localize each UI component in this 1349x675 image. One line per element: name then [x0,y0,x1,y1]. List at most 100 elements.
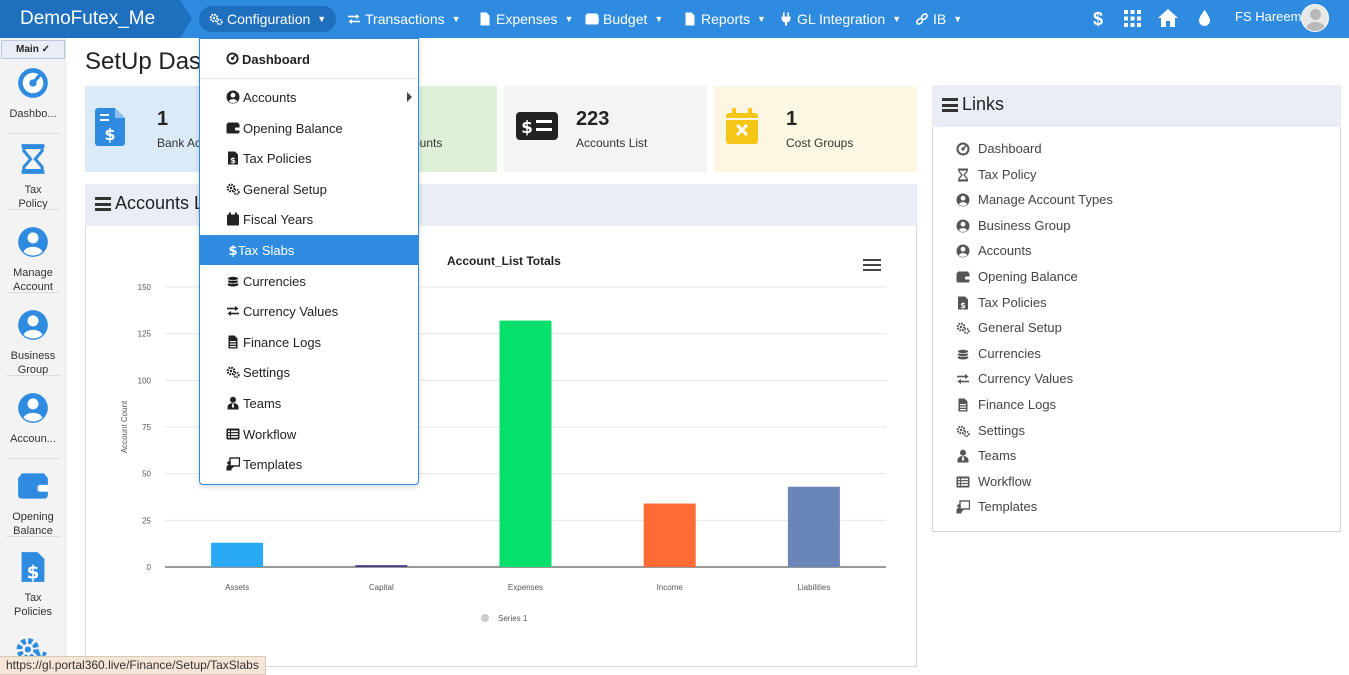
dropdown-item-tax-slabs[interactable]: $ Tax Slabs [200,235,418,265]
dollar-icon[interactable]: $ [1093,9,1104,29]
stat-value: 1 [786,108,798,130]
file-icon [683,12,697,26]
exchange-icon [956,372,970,386]
file-invoice-dollar-icon: $ [0,551,66,587]
avatar[interactable] [1301,4,1329,32]
cogs-icon [956,321,970,335]
y-tick-label: 50 [142,470,151,479]
dropdown-item-label: Opening Balance [243,120,343,136]
dropdown-item-dashboard[interactable]: Dashboard [200,39,418,79]
coins-icon [956,347,970,361]
chart-menu-icon[interactable] [863,259,881,273]
link-label: Business Group [978,217,1071,233]
nav-gl-integration[interactable]: GL Integration ▼ [779,0,901,38]
file-icon [226,335,240,349]
dollar-icon: $ [226,243,240,259]
sidebar-main-tab[interactable]: Main ✓ [1,40,65,59]
wallet-icon [956,270,970,284]
grid-icon[interactable] [1124,0,1141,38]
dropdown-item-label: Finance Logs [243,334,322,350]
sidebar-item-opening-balance[interactable]: Opening Balance [0,470,66,538]
dropdown-item-teams[interactable]: Teams [200,388,418,418]
links-title: Links [962,94,1005,114]
y-tick-label: 0 [147,563,152,572]
brand-logo[interactable]: DemoFutex_Me [0,0,192,38]
link-label: Currency Values [978,371,1074,387]
link-label: Templates [978,499,1038,515]
dashboard-icon [0,67,66,103]
nav-transactions[interactable]: Transactions ▼ [347,0,461,38]
dropdown-item-currency-values[interactable]: Currency Values [200,296,418,326]
svg-text:$: $ [27,562,40,583]
dropdown-item-tax-policies[interactable]: $ Tax Policies [200,143,418,173]
stat-label: ounts [413,136,443,150]
y-tick-label: 75 [142,423,151,432]
sidebar-item-manage-account[interactable]: Manage Account [0,226,66,294]
link-label: Tax Policies [978,294,1047,310]
dropdown-item-accounts[interactable]: Accounts [200,82,418,112]
dropdown-item-currencies[interactable]: Currencies [200,266,418,296]
bar [499,320,552,567]
list-icon [226,427,240,441]
dropdown-item-workflow[interactable]: Workflow [200,419,418,449]
dropdown-item-label: Accounts [243,90,297,105]
nav-ib[interactable]: IB ▼ [915,0,962,38]
nav-budget[interactable]: Budget ▼ [585,0,663,38]
cogs-icon [209,12,223,26]
link-label: Tax Policy [978,166,1037,182]
user-circle-icon [956,193,970,207]
y-axis-label: Account Count [120,400,129,453]
y-tick-label: 100 [138,376,152,385]
link-label: Teams [978,448,1017,464]
dropdown-item-label: Teams [243,396,282,411]
nav-reports[interactable]: Reports ▼ [683,0,766,38]
hourglass-icon [0,143,66,179]
sidebar-item-tax-policy[interactable]: Tax Policy [0,143,66,211]
chevron-right-icon [407,92,412,102]
dropdown-item-opening-balance[interactable]: Opening Balance [200,113,418,143]
sidebar-divider [6,133,60,134]
links-panel-header: Links [932,85,1341,127]
user-name[interactable]: FS Hareem [1235,9,1302,24]
hourglass-icon [956,168,970,182]
dropdown-item-settings[interactable]: Settings [200,357,418,387]
nav-label: Reports [701,11,751,27]
nav-expenses[interactable]: Expenses ▼ [478,0,573,38]
dropdown-item-label: Fiscal Years [243,212,314,228]
dropdown-item-templates[interactable]: Templates [200,449,418,479]
plug-icon [779,12,793,26]
dropdown-item-label: Currencies [243,273,306,289]
drop-icon[interactable] [1199,0,1210,38]
x-tick-label: Income [657,583,684,592]
cogs-icon [226,365,240,379]
chevron-down-icon: ▼ [451,14,461,24]
sidebar-item-tax-policies[interactable]: $ Tax Policies [0,551,66,619]
cogs-icon [226,182,240,196]
dropdown-item-label: Workflow [243,426,297,442]
dashboard-icon [226,52,239,70]
file-invoice-dollar-icon: $ [956,296,970,310]
x-tick-label: Assets [225,583,249,592]
sidebar-item-dashbo[interactable]: Dashbo... [0,67,66,121]
dropdown-item-fiscal-years[interactable]: Fiscal Years [200,204,418,234]
legend-label: Series 1 [498,614,528,623]
sidebar-item-business-group[interactable]: Business Group [0,309,66,377]
sidebar-item-accoun[interactable]: Accoun... [0,392,66,446]
file-invoice-dollar-icon: $ [226,151,240,165]
user-circle-icon [956,244,970,258]
stat-card-cost-groups[interactable]: 1 Cost Groups [714,86,917,172]
sidebar-item-label: Tax Policies [14,592,52,618]
stat-card-accounts-list[interactable]: $ 223 Accounts List [504,86,707,172]
dropdown-item-label: Tax Policies [243,151,312,167]
dropdown-item-finance-logs[interactable]: Finance Logs [200,327,418,357]
legend-marker [481,614,489,622]
sidebar-divider [6,536,60,537]
chalkboard-icon [226,457,241,471]
dropdown-item-label: Templates [243,457,303,473]
home-icon[interactable] [1158,0,1178,38]
y-tick-label: 25 [142,516,151,525]
dropdown-header-label: Dashboard [242,52,310,67]
nav-label: Expenses [496,11,558,27]
nav-configuration[interactable]: Configuration ▼ [199,6,337,32]
dropdown-item-general-setup[interactable]: General Setup [200,174,418,204]
